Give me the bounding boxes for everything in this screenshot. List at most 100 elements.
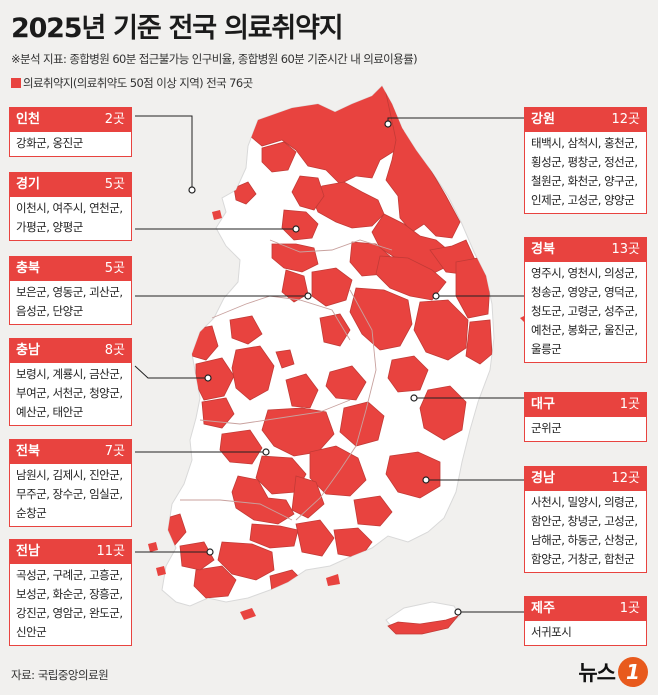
region-count: 11곳	[96, 544, 125, 559]
region-count: 7곳	[104, 444, 125, 459]
province-borders	[180, 239, 393, 521]
region-box-gangwon: 강원 12곳 태백시, 삼척시, 홍천군, 횡성군, 평창군, 정선군, 철원군,…	[524, 107, 647, 214]
area-gangwon-east	[383, 86, 461, 239]
region-header: 충북 5곳	[10, 257, 131, 281]
region-box-incheon: 인천 2곳 강화군, 옹진군	[9, 107, 132, 157]
region-name: 전남	[16, 544, 40, 559]
area-hamyang-sancheong	[291, 475, 325, 519]
region-count: 2곳	[104, 112, 125, 127]
region-name: 전북	[16, 444, 40, 459]
region-header: 전북 7곳	[10, 440, 131, 464]
area-gokseong-gurye	[249, 523, 299, 549]
area-yesan	[229, 315, 263, 345]
region-box-chungnam: 충남 8곳 보령시, 계룡시, 금산군, 부여군, 서천군, 청양군, 예산군, …	[9, 338, 132, 426]
marker-dots	[188, 120, 462, 616]
area-yecheon-uiseong	[349, 287, 413, 351]
subtitle-note: ※분석 지표: 종합병원 60분 접근불가능 인구비율, 종합병원 60분 기준…	[11, 52, 418, 66]
news1-logo: 뉴스 1	[578, 657, 648, 687]
region-header: 강원 12곳	[525, 108, 646, 132]
region-count: 5곳	[104, 261, 125, 276]
region-box-jeju: 제주 1곳 서귀포시	[524, 596, 647, 646]
region-count: 1곳	[619, 601, 640, 616]
region-areas: 사천시, 밀양시, 의령군, 함안군, 창녕군, 고성군, 남해군, 하동군, …	[531, 495, 638, 566]
area-icheon-yeoju	[271, 243, 319, 273]
area-seogwipo	[387, 615, 460, 635]
area-gapyeong	[291, 175, 325, 211]
region-areas: 이천시, 여주시, 연천군, 가평군, 양평군	[16, 201, 123, 234]
area-ganghwa	[233, 181, 257, 205]
region-areas: 군위군	[531, 421, 562, 435]
area-cheongyang-buyeo	[231, 345, 275, 401]
region-areas: 보령시, 계룡시, 금산군, 부여군, 서천군, 청양군, 예산군, 태안군	[16, 367, 123, 419]
source-credit: 자료: 국립중앙의료원	[11, 668, 109, 682]
area-jangheung-gangjin	[193, 565, 237, 599]
region-box-daegu: 대구 1곳 군위군	[524, 392, 647, 442]
area-hadong-namhae	[295, 519, 335, 557]
area-boeun	[319, 313, 351, 347]
area-hwasun-boseong	[217, 541, 275, 581]
region-areas: 강화군, 옹진군	[16, 136, 83, 150]
legend: 의료취약지(의료취약도 50점 이상 지역) 전국 76곳	[11, 75, 253, 91]
region-areas: 태백시, 삼척시, 홍천군, 횡성군, 평창군, 정선군, 철원군, 화천군, …	[531, 136, 638, 207]
region-count: 12곳	[611, 112, 640, 127]
region-header: 대구 1곳	[525, 393, 646, 417]
region-areas: 영주시, 영천시, 의성군, 청송군, 영양군, 영덕군, 청도군, 고령군, …	[531, 266, 638, 356]
region-box-chungbuk: 충북 5곳 보은군, 영동군, 괴산군, 음성군, 단양군	[9, 256, 132, 325]
legend-label: 의료취약지(의료취약도 50점 이상 지역) 전국 76곳	[23, 76, 253, 90]
area-yeongam	[179, 541, 215, 571]
region-header: 인천 2곳	[10, 108, 131, 132]
area-namwon-sunchang	[231, 475, 295, 525]
area-changnyeong-miryang	[385, 451, 441, 499]
area-yeongdeok	[465, 319, 493, 365]
region-areas: 서귀포시	[531, 625, 572, 639]
area-gyeryong	[275, 349, 295, 369]
logo-mark-icon: 1	[618, 657, 648, 687]
region-name: 인천	[16, 112, 40, 127]
region-name: 경기	[16, 177, 40, 192]
area-goesan	[311, 267, 353, 307]
region-areas: 보은군, 영동군, 괴산군, 음성군, 단양군	[16, 285, 123, 318]
area-ongjin-island	[212, 210, 222, 220]
region-box-gyeongbuk: 경북 13곳 영주시, 영천시, 의성군, 청송군, 영양군, 영덕군, 청도군,…	[524, 237, 647, 363]
region-count: 5곳	[104, 177, 125, 192]
region-count: 13곳	[611, 242, 640, 257]
region-box-gyeonggi: 경기 5곳 이천시, 여주시, 연천군, 가평군, 양평군	[9, 172, 132, 241]
region-count: 8곳	[104, 343, 125, 358]
region-box-gyeongnam: 경남 12곳 사천시, 밀양시, 의령군, 함안군, 창녕군, 고성군, 남해군,…	[524, 466, 647, 573]
region-name: 경남	[531, 471, 555, 486]
region-header: 전남 11곳	[10, 540, 131, 564]
region-header: 경남 12곳	[525, 467, 646, 491]
region-name: 대구	[531, 397, 555, 412]
region-header: 제주 1곳	[525, 597, 646, 621]
region-count: 1곳	[619, 397, 640, 412]
region-header: 경북 13곳	[525, 238, 646, 262]
area-yeongcheon-cheongdo	[419, 385, 467, 441]
page-title: 2025년 기준 전국 의료취약지	[11, 13, 344, 44]
area-uiryeong-haman	[353, 495, 393, 527]
area-gunwi	[387, 355, 429, 393]
area-geumsan	[285, 373, 319, 409]
area-yeongyang-cheongsong	[413, 299, 469, 361]
area-gimje	[219, 429, 263, 465]
area-yeoncheon	[261, 141, 297, 173]
region-name: 제주	[531, 601, 555, 616]
area-eumseong	[281, 269, 309, 303]
region-count: 12곳	[611, 471, 640, 486]
area-sacheon-goseong	[333, 527, 373, 559]
region-areas: 남원시, 김제시, 진안군, 무주군, 장수군, 임실군, 순창군	[16, 468, 123, 520]
legend-swatch	[11, 78, 21, 88]
islands	[148, 210, 534, 635]
region-box-jeonnam: 전남 11곳 곡성군, 구례군, 고흥군, 보성군, 화순군, 장흥군, 강진군,…	[9, 539, 132, 646]
vulnerable-areas	[162, 86, 493, 599]
logo-text: 뉴스	[578, 661, 616, 685]
region-header: 충남 8곳	[10, 339, 131, 363]
region-header: 경기 5곳	[10, 173, 131, 197]
region-name: 경북	[531, 242, 555, 257]
region-name: 충북	[16, 261, 40, 276]
region-areas: 곡성군, 구례군, 고흥군, 보성군, 화순군, 장흥군, 강진군, 영암군, …	[16, 568, 123, 639]
area-yangpyeong	[281, 209, 319, 241]
area-yeongju-bonghwa	[375, 255, 447, 301]
region-name: 충남	[16, 343, 40, 358]
leader-lines	[134, 115, 524, 613]
